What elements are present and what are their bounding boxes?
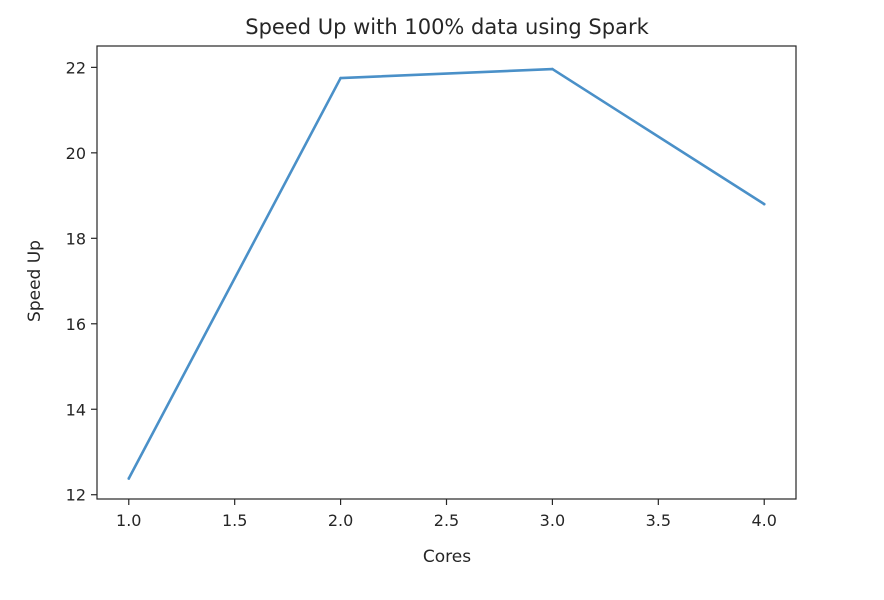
data-point — [127, 477, 131, 480]
chart-title: Speed Up with 100% data using Spark — [245, 15, 649, 39]
data-point — [762, 202, 766, 206]
y-tick-label: 14 — [66, 400, 86, 419]
y-tick-label: 22 — [66, 58, 86, 77]
plot-frame — [96, 45, 797, 500]
x-tick-label: 2.0 — [328, 511, 353, 530]
x-axis-label: Cores — [423, 547, 471, 567]
x-tick-label: 4.0 — [752, 511, 777, 530]
data-point — [339, 76, 342, 80]
y-tick-label: 18 — [66, 229, 86, 248]
plot-area: 1.0 1.5 2.0 2.5 3.0 3.5 4.0 12 14 16 18 20 22 — [66, 45, 797, 530]
y-tick-label: 16 — [66, 315, 86, 334]
x-tick-label: 3.5 — [646, 511, 671, 530]
y-axis-label: Speed Up — [25, 240, 45, 322]
x-tick-label: 2.5 — [434, 511, 459, 530]
y-tick-label: 20 — [66, 144, 86, 163]
y-tick-label: 12 — [66, 486, 86, 505]
series-line — [127, 67, 766, 480]
data-point — [551, 67, 554, 71]
x-tick-label: 3.0 — [540, 511, 565, 530]
x-tick-label: 1.5 — [222, 511, 247, 530]
x-tick-label: 1.0 — [116, 511, 141, 530]
